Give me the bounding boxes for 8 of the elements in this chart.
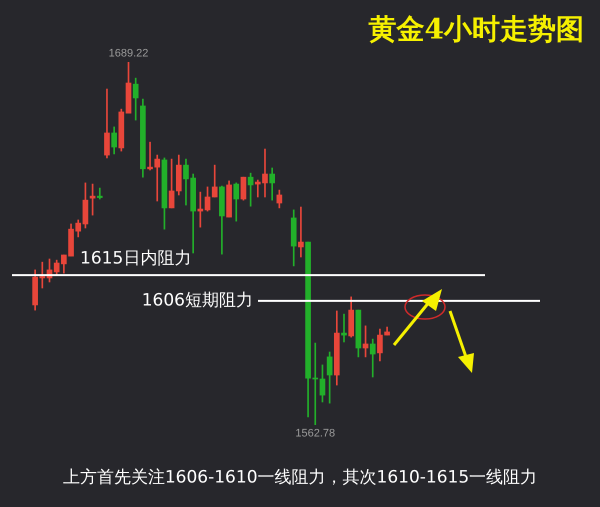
annotation: 1689.22 [108,48,148,60]
candlestick [362,326,368,358]
text: 黄金4小时走势图 [368,12,584,46]
ref-line-label: 1615日内阻力 [80,248,192,268]
ref-line-label: 1606短期阻力 [142,290,253,310]
text: 上方首先关注1606-1610一线阻力，其次1610-1615一线阻力 [62,467,538,488]
candlestick [341,314,347,342]
annotation: 1562.78 [295,428,336,440]
